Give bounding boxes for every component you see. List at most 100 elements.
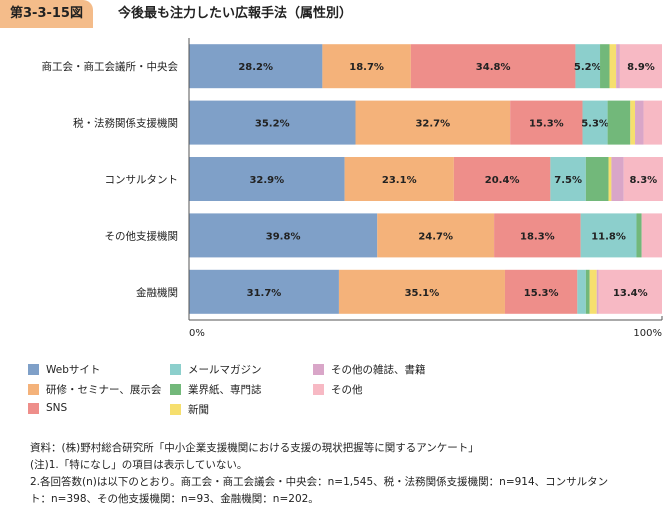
data-label: 15.3% — [524, 288, 559, 299]
data-label: 8.9% — [627, 62, 655, 73]
bar-segment — [189, 269, 339, 314]
bar-segment — [611, 157, 624, 201]
legend-swatch — [28, 402, 39, 414]
legend-label: Webサイト — [46, 364, 101, 376]
bar-segment — [582, 100, 608, 145]
bar-segment — [344, 157, 454, 201]
data-label: 7.5% — [554, 175, 582, 186]
data-label: 35.1% — [405, 288, 440, 299]
bar-segment — [355, 100, 511, 145]
bar-segment — [504, 269, 578, 314]
legend-label: 新聞 — [188, 404, 209, 416]
data-label: 32.9% — [249, 175, 284, 186]
chart-legend: Webサイト研修・セミナー、展示会 SNS メールマガジン 業界紙、専門誌 新聞 その他の… — [28, 362, 648, 422]
stacked-bar-chart: 商工会・商工会議所・中央会 28.2% 18.7% 34.8% 5.2% 8.9% 税・法務… — [42, 38, 663, 339]
bar-segment — [641, 213, 662, 258]
chart-notes: 資料：(株)野村総合研究所「中小企業支援機関における支援の現状把握等に関するアン… — [30, 440, 655, 508]
data-label: 13.4% — [613, 288, 648, 299]
bar-segment — [589, 269, 597, 314]
bar-segment — [636, 213, 642, 258]
figure-title: 今後最も注力したい広報手法（属性別） — [118, 6, 353, 21]
figure-label: 第3-3-15図 — [0, 0, 93, 28]
bar-segment — [635, 100, 644, 145]
note-source: 資料：(株)野村総合研究所「中小企業支援機関における支援の現状把握等に関するアン… — [30, 442, 479, 454]
data-label: 20.4% — [485, 175, 520, 186]
data-label: 32.7% — [415, 119, 450, 130]
data-label: 34.8% — [476, 62, 511, 73]
bar-segment — [596, 269, 599, 314]
bar-segment — [630, 100, 636, 145]
bar-segment — [494, 213, 581, 258]
data-label: 15.3% — [529, 119, 564, 130]
legend-item: その他の雑誌、書籍 — [313, 362, 426, 377]
legend-swatch — [28, 364, 39, 375]
data-label: 18.7% — [349, 62, 384, 73]
legend-label: その他 — [331, 384, 363, 396]
bar-segment — [410, 44, 576, 89]
data-label: 39.8% — [266, 231, 301, 242]
bar-segment — [577, 269, 586, 314]
bar-segment — [616, 44, 620, 89]
bar-segment — [550, 157, 586, 201]
bar-segment — [189, 44, 323, 89]
category-label: 商工会・商工会議所・中央会 — [42, 60, 179, 73]
legend-item: 研修・セミナー、展示会 — [28, 382, 161, 397]
legend-swatch — [170, 364, 181, 375]
bar-segment — [598, 269, 662, 314]
figure-header: 第3-3-15図 今後最も注力したい広報手法（属性別） — [0, 0, 664, 28]
data-label: 24.7% — [418, 231, 453, 242]
legend-swatch — [313, 384, 324, 395]
bar-segment — [510, 100, 583, 145]
legend-label: メールマガジン — [188, 364, 262, 376]
legend-label: 業界紙、専門誌 — [188, 384, 262, 396]
bar-segment — [607, 100, 631, 145]
data-label: 23.1% — [382, 175, 417, 186]
note-2: 2.各回答数(n)は以下のとおり。商工会・商工会議会・中央会：n=1,545、税… — [30, 476, 609, 488]
legend-label: 研修・セミナー、展示会 — [46, 384, 162, 396]
note-1: (注)1.「特になし」の項目は表示していない。 — [30, 459, 248, 471]
bar-segment — [189, 213, 378, 258]
category-label: 金融機関 — [136, 286, 178, 299]
bar-segment — [619, 44, 662, 89]
legend-item: その他 — [313, 382, 363, 397]
data-label: 28.2% — [238, 62, 273, 73]
data-label: 5.2% — [574, 62, 602, 73]
x-tick-label: 0% — [189, 328, 205, 339]
legend-item: 新聞 — [170, 402, 209, 417]
bar-segment — [575, 44, 601, 89]
bar-segment — [585, 269, 590, 314]
data-label: 31.7% — [247, 288, 282, 299]
legend-item: メールマガジン — [170, 362, 262, 377]
note-2-continued: ト：n=398、その他支援機関：n=93、金融機関：n=202。 — [30, 493, 319, 505]
data-label: 11.8% — [591, 231, 626, 242]
legend-swatch — [170, 404, 181, 415]
bar-segment — [322, 44, 411, 89]
legend-label: SNS — [46, 402, 68, 414]
bar-segment — [189, 157, 345, 201]
category-label: 税・法務関係支援機関 — [73, 117, 178, 130]
category-label: コンサルタント — [105, 174, 179, 186]
data-label: 35.2% — [255, 119, 290, 130]
legend-swatch — [28, 384, 39, 395]
bar-segment — [623, 157, 663, 201]
bar-segment — [453, 157, 551, 201]
legend-item: SNS — [28, 402, 67, 414]
bar-segment — [377, 213, 495, 258]
bar-segment — [338, 269, 505, 314]
bar-segment — [585, 157, 609, 201]
bar-segment — [600, 44, 610, 89]
bar-segment — [580, 213, 637, 258]
legend-swatch — [313, 364, 324, 375]
category-label: その他支援機関 — [105, 229, 179, 242]
legend-label: その他の雑誌、書籍 — [331, 364, 426, 376]
data-label: 8.3% — [629, 175, 657, 186]
bar-segment — [643, 100, 662, 145]
x-tick-label: 100% — [633, 328, 662, 339]
data-label: 18.3% — [520, 231, 555, 242]
data-label: 5.3% — [581, 119, 609, 130]
bar-segment — [608, 157, 612, 201]
bar-segment — [609, 44, 617, 89]
legend-swatch — [170, 384, 181, 395]
legend-item: 業界紙、専門誌 — [170, 382, 262, 397]
bar-segment — [189, 100, 356, 145]
